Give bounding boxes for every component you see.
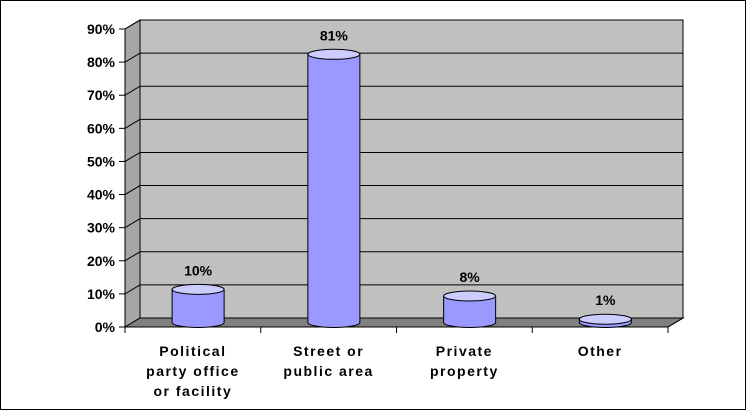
bar-top (171, 283, 225, 295)
side-wall (124, 19, 141, 328)
x-category-line: Other (578, 343, 623, 359)
gridline (124, 284, 683, 295)
bars (171, 48, 632, 328)
gridline (124, 151, 683, 162)
x-category-line: or facility (154, 383, 233, 399)
x-category-line: Street or (293, 343, 364, 359)
y-tick-label: 90% (87, 21, 116, 37)
back-wall (139, 19, 684, 319)
plot-wall (124, 19, 684, 328)
x-category-line: party office (146, 363, 239, 379)
gridline (124, 218, 683, 229)
bar-top (307, 48, 361, 60)
y-tick-label: 0% (95, 319, 116, 335)
gridlines (124, 19, 683, 295)
data-label: 81% (320, 27, 349, 43)
bar-body (443, 295, 497, 328)
x-category-line: public area (283, 363, 373, 379)
bar (578, 313, 632, 328)
x-category-label: Street or public area (283, 343, 373, 379)
bar (307, 48, 361, 328)
x-category-label: Other (578, 343, 623, 359)
bar-top (443, 290, 497, 302)
data-label: 1% (595, 292, 616, 308)
y-tick-label: 40% (87, 187, 116, 203)
bar-body (171, 288, 225, 328)
y-tick-label: 80% (87, 54, 116, 70)
gridline (124, 85, 683, 96)
data-label: 8% (460, 269, 481, 285)
bar-top (578, 313, 632, 325)
floor-edge (667, 317, 684, 328)
gridline (124, 185, 683, 195)
y-tick-label: 50% (87, 153, 116, 169)
y-tick-label: 70% (87, 87, 116, 103)
x-category-label: Private property (430, 343, 499, 379)
gridline (124, 118, 683, 129)
x-category-line: Political (159, 343, 226, 359)
gridline (124, 19, 683, 30)
x-category-line: property (430, 363, 499, 379)
y-tick-label: 30% (87, 220, 116, 236)
bar (171, 283, 225, 328)
x-category-line: Private (436, 343, 493, 359)
gridline (124, 251, 683, 262)
axes: 0% 10% 20% 30% 40% 50% 60% 70% 80% 90% (87, 21, 684, 335)
bar (443, 290, 497, 328)
y-tick-label: 10% (87, 286, 116, 302)
bar-body (307, 53, 361, 328)
labels: 10% 81% 8% 1% Political party office or facili… (146, 27, 623, 399)
gridline (124, 52, 683, 63)
y-tick-label: 60% (87, 120, 116, 136)
y-tick-label: 20% (87, 253, 116, 269)
data-label: 10% (184, 262, 213, 278)
x-category-label: Political party office or facility (146, 343, 239, 399)
